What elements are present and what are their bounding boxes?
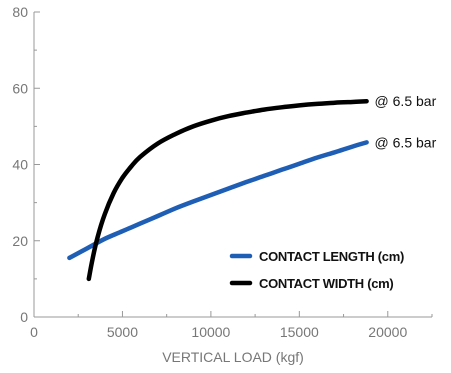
series-annotation-2: @ 6.5 bar — [375, 93, 437, 109]
y-tick-label: 40 — [12, 157, 28, 173]
x-tick-label: 15000 — [280, 324, 319, 340]
y-tick-label: 0 — [20, 309, 28, 325]
x-axis-ticks: 0 5000 10000 15000 20000 — [30, 311, 433, 340]
y-tick-label: 60 — [12, 80, 28, 96]
series-lines — [67, 98, 369, 282]
legend-label-1: CONTACT LENGTH (cm) — [259, 249, 404, 264]
x-tick-label: 5000 — [107, 324, 138, 340]
legend: CONTACT LENGTH (cm) CONTACT WIDTH (cm) — [229, 249, 404, 291]
x-tick-label: 10000 — [191, 324, 230, 340]
axes — [33, 12, 432, 318]
x-axis-title: VERTICAL LOAD (kgf) — [162, 349, 304, 365]
x-tick-label: 0 — [30, 324, 38, 340]
y-tick-label: 20 — [12, 233, 28, 249]
y-axis-ticks: 0 20 40 60 80 — [12, 4, 40, 325]
y-tick-label: 80 — [12, 4, 28, 20]
x-tick-label: 20000 — [368, 324, 407, 340]
series-line-1 — [67, 140, 369, 261]
series-annotation-1: @ 6.5 bar — [375, 134, 437, 150]
legend-label-2: CONTACT WIDTH (cm) — [259, 276, 393, 291]
series-line-2 — [86, 98, 369, 282]
series-annotations: @ 6.5 bar @ 6.5 bar — [375, 93, 437, 150]
